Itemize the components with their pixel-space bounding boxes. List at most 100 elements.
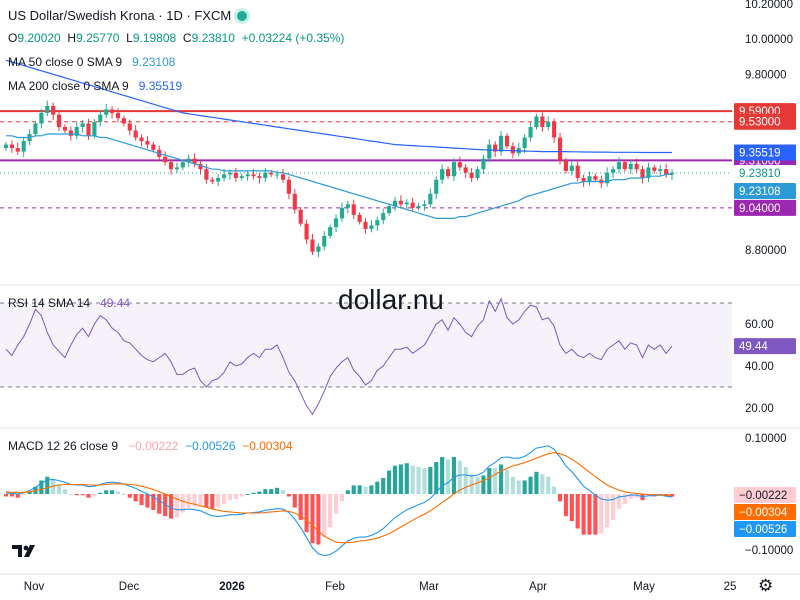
macd-hist-bar: [516, 480, 521, 494]
candle-body: [33, 123, 38, 135]
rsi-tick-label: 20.00: [745, 403, 774, 415]
candle-body: [39, 112, 44, 124]
macd-hist-bar: [469, 474, 474, 494]
ma200-line: [5, 59, 672, 154]
last-price-tag: 9.23810: [739, 168, 781, 180]
macd-signal-tag: −0.00304: [739, 507, 788, 519]
time-tick-label: Nov: [24, 581, 45, 593]
high-label: H: [67, 31, 77, 45]
rsi-band: [0, 303, 732, 387]
macd-hist-bar: [168, 494, 174, 519]
macd-hist-bar: [21, 494, 26, 496]
ohlc-legend: O9.20020 H9.25770 L9.19808 C9.23810 +0.0…: [8, 31, 344, 45]
candle-body: [499, 135, 504, 152]
candle-body: [104, 109, 109, 115]
candle-body: [357, 214, 362, 222]
macd-signal-line: [5, 452, 673, 544]
macd-hist-bar: [27, 491, 32, 494]
ma50-label: MA 50 close 0 SMA 9: [8, 55, 123, 69]
macd-hist-bar: [286, 494, 291, 497]
macd-hist-bar: [345, 490, 350, 494]
macd-hist-bar: [445, 459, 451, 494]
change-value: +0.03224 (+0.35%): [241, 31, 345, 45]
macd-hist-bar: [216, 494, 221, 508]
macd-hist-tag-bg: [734, 487, 796, 503]
macd-hist-bar: [434, 461, 439, 494]
candle-body: [481, 158, 486, 170]
candle-body: [216, 177, 221, 182]
rsi-tick-label: 40.00: [745, 361, 774, 373]
macd-hist-bar: [269, 489, 274, 494]
candle-body: [422, 204, 427, 207]
candle-body: [133, 130, 138, 138]
candle-body: [51, 105, 56, 115]
candle-body: [180, 162, 185, 168]
candle-body: [605, 172, 610, 184]
candle-body: [3, 144, 9, 149]
macd-hist-bar: [39, 480, 44, 494]
macd-hist-bar: [192, 494, 197, 507]
ma50-price-tag: 9.23108: [739, 186, 781, 198]
macd-hist-bar: [163, 494, 168, 517]
rsi-value-tag: 49.44: [739, 341, 768, 353]
candle-body: [540, 116, 545, 127]
candle-body: [634, 163, 639, 170]
tradingview-logo-icon[interactable]: [10, 541, 42, 561]
symbol-title[interactable]: US Dollar/Swedish Krona · 1D · FXCM: [8, 8, 232, 23]
ma200-value: 9.35519: [138, 79, 183, 93]
macd-hist-bar: [616, 494, 622, 509]
candle-body: [186, 158, 191, 163]
macd-hist-bar: [546, 476, 551, 494]
ma50-legend[interactable]: MA 50 close 0 SMA 9 9.23108: [8, 55, 175, 69]
macd-hist-bar: [328, 494, 333, 528]
macd-hist-bar: [86, 494, 91, 498]
macd-hist-bar: [410, 465, 415, 494]
candle-body: [569, 165, 574, 171]
ma200-legend[interactable]: MA 200 close 0 SMA 9 9.35519: [8, 79, 182, 93]
macd-hist-bar: [575, 494, 580, 529]
low-label: L: [126, 31, 133, 45]
macd-hist-bar: [245, 494, 250, 495]
candle-body: [127, 123, 132, 131]
candle-body: [210, 179, 215, 182]
rsi-label: RSI 14 SMA 14: [8, 296, 91, 310]
candle-body: [269, 172, 274, 175]
candle-body: [339, 207, 345, 219]
candle-body: [451, 162, 456, 177]
candle-body: [74, 127, 79, 136]
price-tick-label: 10.00000: [745, 34, 793, 46]
candle-body: [333, 218, 339, 228]
macd-hist-bar: [133, 494, 138, 502]
candle-body: [581, 177, 586, 182]
settings-gear-icon[interactable]: ⚙: [758, 576, 774, 595]
macd-hist-bar: [9, 494, 14, 497]
candle-body: [363, 221, 368, 229]
candle-body: [410, 202, 415, 208]
macd-hist-bar: [493, 468, 498, 494]
candle-body: [652, 167, 657, 171]
macd-hist-bar: [233, 494, 238, 499]
macd-hist-bar: [369, 485, 374, 494]
candle-body: [416, 206, 421, 208]
candle-body: [222, 174, 227, 178]
macd-hist-bar: [392, 465, 398, 494]
candle-body: [168, 162, 174, 170]
candle-body: [239, 176, 244, 178]
macd-legend[interactable]: MACD 12 26 close 9 −0.00222 −0.00526 −0.…: [8, 439, 293, 453]
candle-body: [428, 193, 433, 205]
macd-hist-bar: [92, 494, 97, 497]
candle-body: [245, 174, 250, 177]
macd-hist-bar: [80, 494, 85, 496]
rsi-legend[interactable]: RSI 14 SMA 14 49.44: [8, 296, 130, 310]
ma200-label: MA 200 close 0 SMA 9: [8, 79, 129, 93]
candle-body: [669, 172, 675, 175]
candle-body: [110, 109, 115, 113]
macd-hist-bar: [599, 494, 604, 534]
candle-body: [121, 118, 126, 124]
macd-hist-bar: [557, 494, 563, 502]
macd-hist-bar: [375, 481, 380, 494]
macd-hist-bar: [504, 469, 510, 494]
candle-body: [86, 123, 91, 136]
candle-body: [56, 114, 62, 127]
